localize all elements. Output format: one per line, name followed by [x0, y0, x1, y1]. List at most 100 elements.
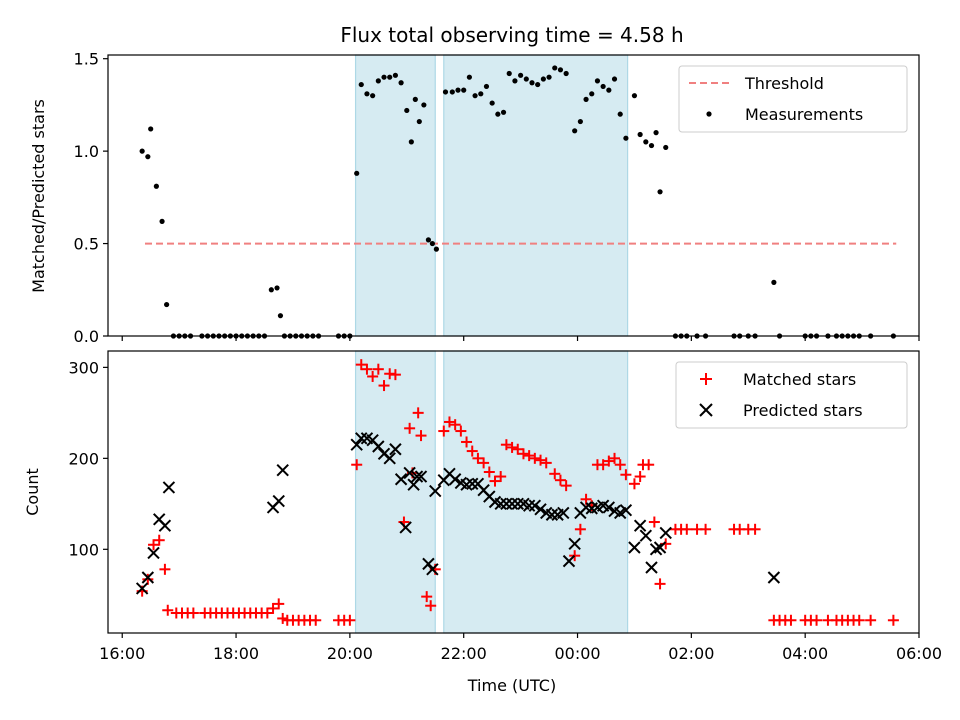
- x-tick-label: 22:00: [441, 644, 487, 663]
- measurement-point: [535, 81, 541, 88]
- matched-star-point: [367, 370, 379, 382]
- matched-star-point: [811, 614, 823, 626]
- measurement-point: [375, 78, 381, 84]
- matched-star-point: [378, 380, 390, 392]
- matched-star-point: [500, 439, 512, 451]
- matched-star-point: [455, 425, 467, 437]
- predicted-star-point: [653, 541, 667, 554]
- top-legend-box: [678, 65, 908, 133]
- predicted-star-point: [372, 440, 385, 453]
- measurement-point: [364, 91, 370, 97]
- matched-star-point: [466, 445, 478, 457]
- matched-star-point: [438, 425, 450, 437]
- measurement-point: [606, 87, 612, 93]
- bottom-legend-box: [675, 361, 908, 429]
- measurement-point: [546, 74, 552, 80]
- measurement-point: [139, 148, 145, 154]
- measurement-point: [429, 240, 435, 247]
- measurement-point: [483, 83, 490, 90]
- predicted-star-point: [350, 438, 363, 451]
- matched-star-point: [472, 452, 484, 464]
- predicted-star-point: [403, 466, 416, 480]
- predicted-star-point: [500, 497, 513, 511]
- matched-star-point: [489, 475, 501, 487]
- predicted-star-point: [659, 526, 672, 540]
- measurement-point: [512, 78, 518, 84]
- matched-star-point: [523, 450, 535, 462]
- predicted-star-point: [528, 499, 542, 512]
- matched-star-point: [749, 523, 761, 535]
- measurement-point: [358, 81, 364, 88]
- measurement-point: [637, 131, 643, 138]
- predicted-star-point: [619, 503, 633, 517]
- predicted-star-point: [557, 506, 570, 520]
- y-tick-label: 200: [68, 449, 99, 468]
- predicted-star-point: [505, 497, 519, 511]
- measurement-point: [148, 126, 154, 132]
- matched-star-point: [261, 607, 273, 619]
- measurement-point: [643, 139, 649, 145]
- predicted-star-point: [410, 470, 424, 483]
- legend-threshold-label: Threshold: [744, 74, 824, 93]
- predicted-star-point: [602, 501, 616, 514]
- matched-star-point: [425, 600, 437, 612]
- matched-star-point: [344, 614, 356, 626]
- predicted-star-point: [545, 508, 559, 521]
- matched-star-point: [681, 523, 693, 535]
- measurement-point: [412, 96, 418, 102]
- matched-star-point: [634, 471, 646, 483]
- measurement-point: [398, 80, 404, 86]
- x-tick-label: 04:00: [782, 644, 828, 663]
- predicted-star-point: [522, 499, 536, 512]
- bottom-axes-frame: [107, 350, 920, 634]
- measurement-point: [594, 78, 601, 84]
- matched-star-point: [660, 538, 672, 550]
- matched-star-point: [603, 455, 615, 467]
- x-tick-label: 20:00: [327, 644, 373, 663]
- matched-star-point: [554, 474, 566, 486]
- legend-measurements-swatch: [706, 111, 712, 117]
- matched-star-point: [187, 607, 199, 619]
- shaded-interval: [443, 350, 629, 634]
- matched-star-point: [142, 573, 154, 585]
- measurement-point: [442, 89, 449, 95]
- matched-star-point: [643, 459, 655, 471]
- measurement-point: [563, 70, 569, 77]
- legend-matched-swatch: [700, 373, 712, 385]
- predicted-star-point: [534, 503, 547, 516]
- legend-predicted-swatch: [699, 403, 713, 417]
- measurement-point: [381, 74, 387, 80]
- matched-star-point: [415, 430, 427, 442]
- measurement-point: [387, 74, 393, 80]
- predicted-star-point: [639, 529, 653, 542]
- matched-star-point: [580, 493, 592, 505]
- measurement-point: [416, 118, 422, 125]
- measurement-point: [600, 83, 606, 90]
- measurement-point: [540, 76, 546, 82]
- predicted-star-point: [767, 571, 781, 584]
- x-tick-label: 02:00: [668, 644, 714, 663]
- bottom-x-ticks: 16:00 18:00 20:00 22:00 00:00 02:00 04:00 06:00: [99, 633, 942, 663]
- measurement-point: [404, 107, 410, 114]
- legend-matched-label: Matched stars: [743, 370, 856, 389]
- matched-star-point: [569, 550, 581, 562]
- predicted-star-point: [429, 484, 442, 498]
- measurement-point: [529, 80, 535, 86]
- predicted-star-point: [147, 546, 160, 560]
- measurement-point: [370, 93, 376, 99]
- matched-star-point: [478, 457, 490, 469]
- matched-star-point: [597, 459, 609, 471]
- matched-star-point: [535, 454, 547, 466]
- measurement-point: [489, 100, 495, 106]
- matched-star-point: [614, 459, 626, 471]
- y-tick-label: 100: [68, 540, 99, 559]
- matched-star-point: [483, 466, 495, 478]
- predicted-star-point: [383, 452, 396, 465]
- matched-star-point: [273, 598, 285, 610]
- matched-star-point: [560, 480, 572, 492]
- matched-star-point: [648, 516, 660, 528]
- measurement-point: [648, 142, 655, 149]
- bottom-legend: Matched stars Predicted stars: [675, 361, 908, 429]
- x-axis-label: Time (UTC): [467, 676, 556, 695]
